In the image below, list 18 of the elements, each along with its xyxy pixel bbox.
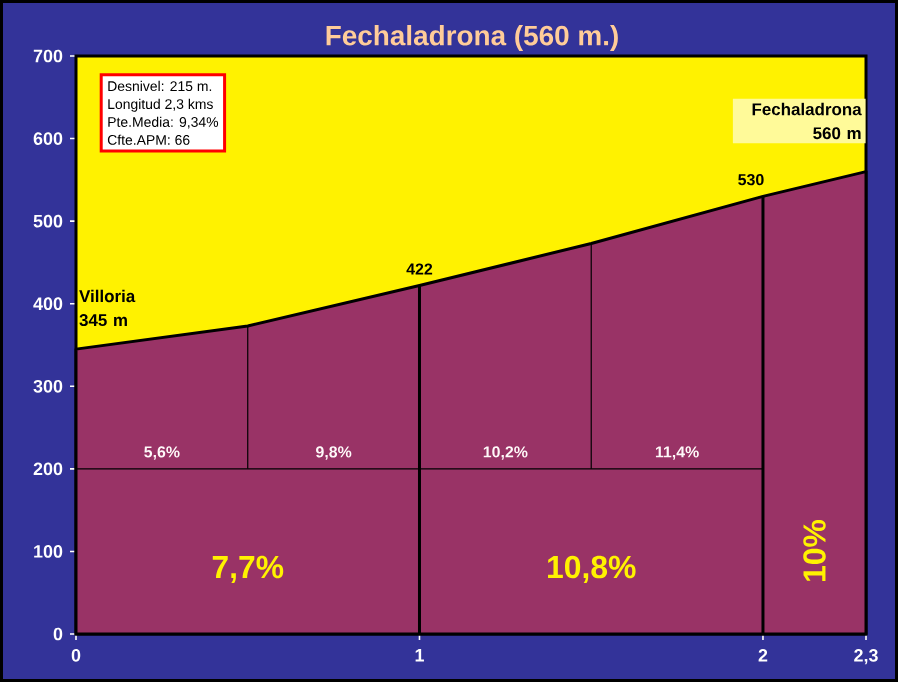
chart-title: Fechaladrona (560 m.) (326, 24, 618, 51)
y-tick-label: 500 (33, 214, 63, 228)
annotation: 10% (803, 520, 826, 581)
annotation: 10,8% (548, 555, 636, 583)
y-tick-label: 200 (33, 462, 63, 476)
y-tick-label: 700 (33, 49, 63, 63)
y-tick-label: 100 (34, 545, 63, 558)
annotation: Villoria 345 m (79, 289, 136, 327)
x-tick-label: 2 (758, 649, 768, 662)
annotation: Fechaladrona 560 m (752, 102, 862, 140)
y-tick-label: 0 (53, 627, 63, 641)
x-tick-label: 1 (415, 649, 424, 662)
y-tick-label: 400 (33, 297, 63, 311)
x-tick-label: 2,3 (854, 649, 878, 665)
x-tick-label: 0 (71, 649, 81, 662)
y-tick-label: 300 (33, 379, 63, 393)
annotation: 7,7% (212, 555, 284, 583)
y-tick-label: 600 (33, 132, 63, 145)
